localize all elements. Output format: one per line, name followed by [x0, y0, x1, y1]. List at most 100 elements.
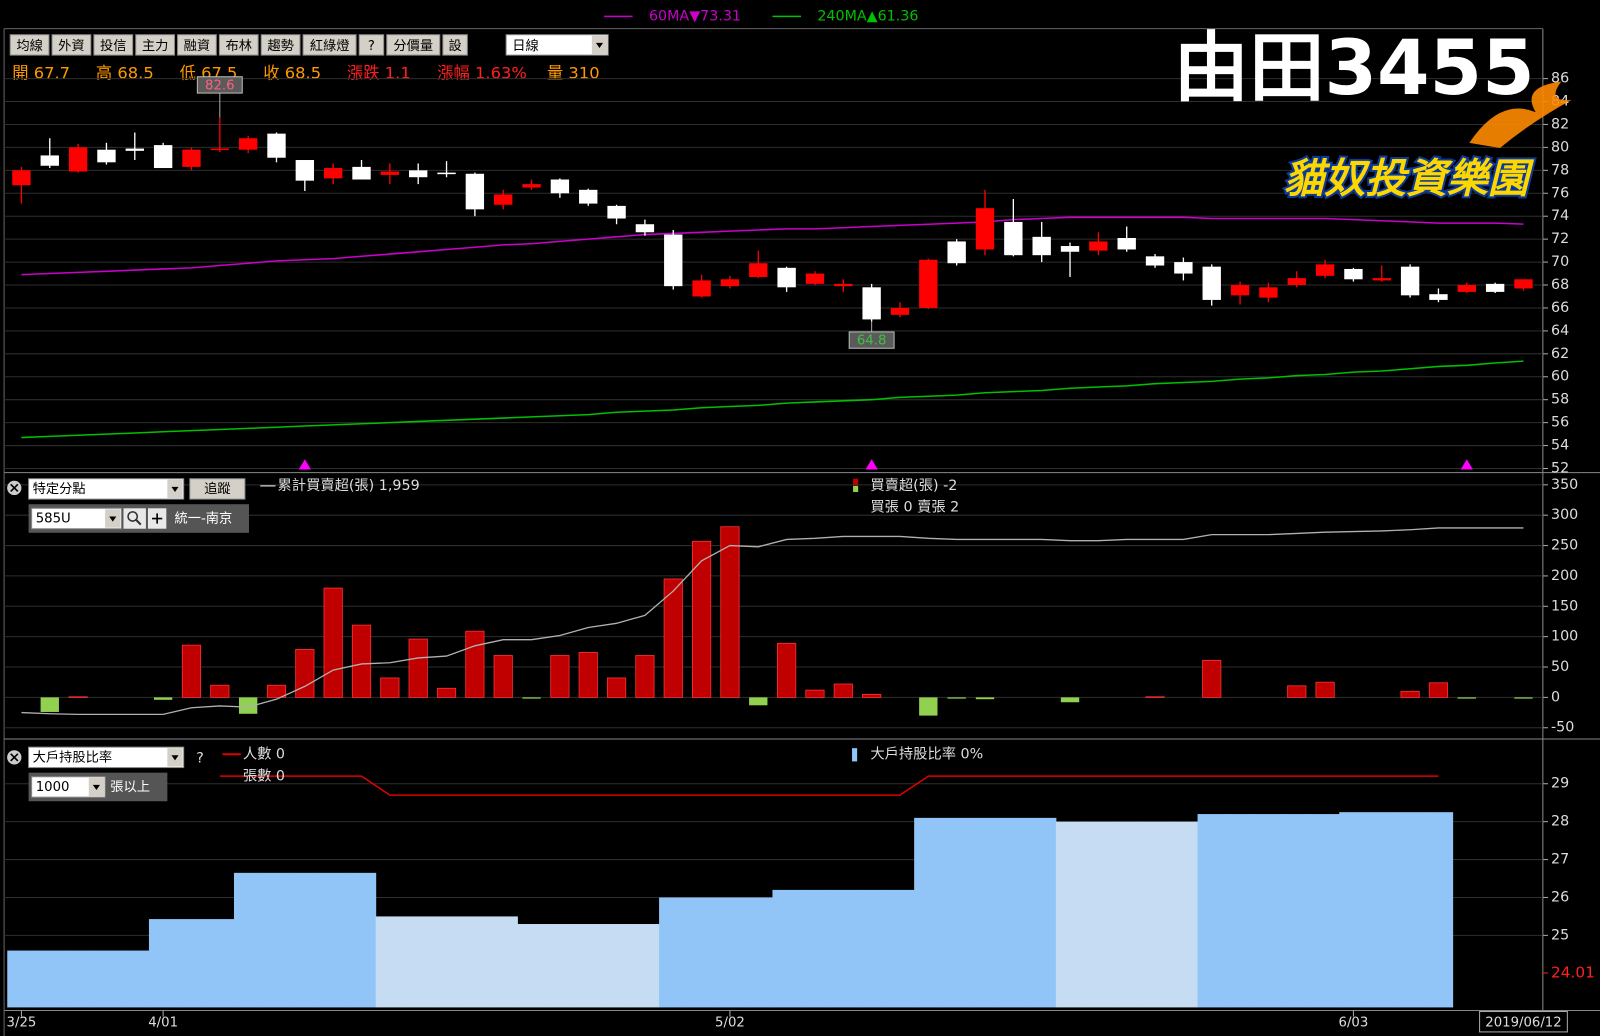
bar [1145, 696, 1165, 698]
candle-body [409, 170, 428, 178]
search-icon-handle [134, 518, 142, 526]
period-select[interactable] [505, 34, 609, 56]
bar [1514, 697, 1533, 699]
quote-value: 68.5 [117, 63, 153, 82]
quote-label: 開 [12, 63, 28, 82]
track-button[interactable] [189, 478, 246, 500]
area-column [148, 919, 178, 1008]
ma-line [21, 216, 1524, 276]
y-tick-label: 100 [1551, 629, 1578, 645]
legend-swatch [853, 485, 859, 492]
bar [692, 540, 712, 698]
area-column [1169, 821, 1199, 1008]
candle-body [1514, 279, 1533, 289]
quote-label: 量 [547, 63, 563, 82]
annotation-box [196, 76, 243, 94]
bar [153, 697, 173, 700]
y-tick-label: 78 [1551, 162, 1569, 178]
candle-body [1457, 285, 1476, 292]
toolbar-button[interactable] [386, 34, 441, 56]
quote-value: 68.5 [285, 63, 321, 82]
bar [805, 689, 825, 698]
toolbar-button[interactable] [218, 34, 259, 56]
toolbar-button[interactable] [302, 34, 357, 56]
signal-marker [865, 459, 878, 470]
legend-name: 人數 [243, 745, 272, 762]
select-arrow-icon [595, 42, 604, 48]
toolbar-label: 設 [448, 38, 461, 54]
help-icon[interactable]: ? [196, 750, 204, 766]
candle-body [1202, 266, 1221, 300]
candle-body [1259, 287, 1278, 298]
y-tick-label: 62 [1551, 346, 1569, 362]
area-column [347, 872, 377, 1008]
area-column [92, 950, 122, 1008]
area-column [7, 950, 37, 1008]
branch-code: 585U [36, 512, 71, 527]
candle-body [607, 205, 626, 219]
toolbar-button[interactable] [358, 34, 385, 56]
selector-box[interactable] [28, 746, 185, 769]
threshold-select[interactable] [31, 776, 106, 798]
toolbar-button[interactable] [260, 34, 301, 56]
area-column [1140, 821, 1170, 1008]
select-arrow-icon [92, 784, 100, 791]
toolbar-button[interactable] [442, 34, 468, 56]
selector-label: 大戶持股比率 [33, 748, 113, 765]
legend-value: 0 [276, 746, 285, 762]
quote-label: 漲跌 [347, 63, 380, 82]
bar [266, 684, 287, 698]
toolbar-button[interactable] [9, 34, 50, 56]
quote-label: 低 [180, 63, 196, 82]
candle-body [692, 280, 711, 297]
toolbar-label: 紅綠燈 [310, 38, 350, 54]
bar [663, 578, 683, 698]
area-column [772, 889, 802, 1008]
legend-entry: 張數 0 [243, 768, 285, 785]
x-tick-label: 6/03 [1339, 1016, 1369, 1031]
toolbar-button[interactable] [51, 34, 92, 56]
area-column [460, 916, 490, 1008]
quote-item: 高 68.5 [96, 63, 154, 82]
y-tick-label: 350 [1551, 477, 1578, 493]
select-arrow-icon [171, 486, 179, 492]
selector-box[interactable] [28, 478, 185, 500]
stock-title: 由田3455 [1173, 24, 1534, 112]
area-column [800, 889, 830, 1008]
area-column [744, 897, 773, 1008]
toolbar-label: 布林 [226, 38, 253, 54]
candle-body [40, 155, 59, 166]
quote-item: 漲跌 1.1 [347, 63, 411, 82]
y-tick-label: 0 [1551, 689, 1560, 705]
area-column [1424, 812, 1454, 1008]
branch-select[interactable] [31, 507, 122, 530]
y-tick-label: 68 [1551, 277, 1569, 293]
candle-body [295, 160, 315, 181]
toolbar-label: ? [368, 39, 375, 54]
ma-line [21, 360, 1524, 439]
area-column [375, 916, 405, 1008]
candle-body [1117, 237, 1136, 250]
area-column [205, 919, 235, 1008]
area-column [914, 817, 944, 1008]
toolbar-button[interactable] [177, 34, 217, 56]
y-tick-label: 26 [1551, 889, 1569, 905]
bar [947, 697, 966, 699]
candle-body [919, 259, 938, 308]
area-column [1282, 814, 1312, 1008]
y-tick-label: 29 [1551, 776, 1569, 792]
area-column [545, 924, 575, 1008]
bar [862, 693, 882, 698]
track-label: 追蹤 [204, 481, 231, 497]
toolbar-button[interactable] [135, 34, 175, 56]
search-button[interactable] [123, 508, 146, 529]
bar [550, 655, 570, 698]
area-column [1225, 814, 1255, 1008]
y-tick-label: 72 [1551, 231, 1569, 247]
bar [919, 697, 938, 716]
area-column [885, 889, 915, 1008]
quote-item: 開 67.7 [12, 63, 70, 82]
legend-entry: 60MA▼73.31 [649, 8, 741, 24]
toolbar-button[interactable] [93, 34, 134, 56]
